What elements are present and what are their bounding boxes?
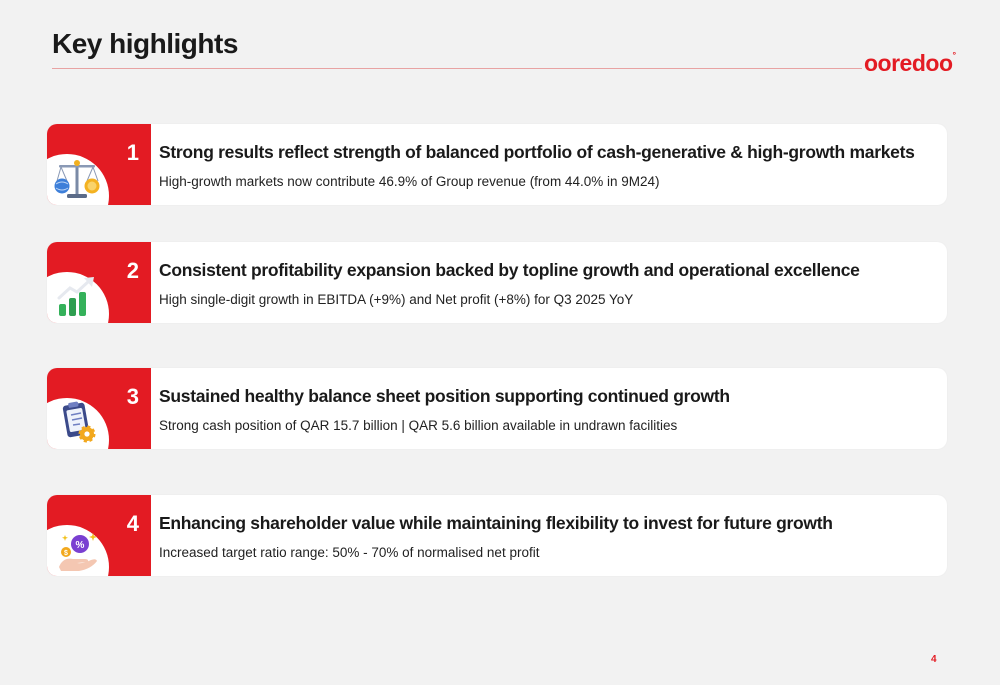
highlight-card-2: 2 Consistent profitability expansion bac…: [47, 242, 947, 323]
card-accent: % $ 4: [47, 495, 151, 576]
growth-chart-icon: [57, 277, 94, 316]
card-accent: 2: [47, 242, 151, 323]
card-number: 3: [126, 384, 139, 409]
card-heading: Sustained healthy balance sheet position…: [159, 386, 730, 406]
logo-wordmark: ooredoo: [864, 50, 953, 76]
card-number: 4: [126, 511, 139, 536]
card-accent: 3: [47, 368, 151, 449]
card-number: 1: [126, 140, 139, 165]
card-accent: 1: [47, 124, 151, 205]
highlight-card-3: 3 Sustained healthy balance sheet positi…: [47, 368, 947, 449]
card-text: High-growth markets now contribute 46.9%…: [159, 174, 660, 189]
page-number: 4: [931, 654, 937, 665]
clipboard-gear-icon: [62, 401, 96, 443]
card-heading: Enhancing shareholder value while mainta…: [159, 513, 833, 533]
highlight-card-4: % $ 4 Enhancing shareholder value while …: [47, 495, 947, 576]
title-divider: [52, 68, 862, 69]
svg-text:$: $: [64, 550, 68, 557]
card-text: Strong cash position of QAR 15.7 billion…: [159, 418, 678, 433]
page-title: Key highlights: [52, 28, 238, 59]
card-text: Increased target ratio range: 50% - 70% …: [159, 545, 540, 560]
card-number: 2: [126, 258, 139, 283]
ooredoo-logo: ooredoo°: [864, 50, 956, 77]
balance-scale-icon: [54, 160, 100, 198]
svg-text:%: %: [76, 540, 85, 551]
card-text: High single-digit growth in EBITDA (+9%)…: [159, 292, 634, 307]
logo-mark: °: [952, 50, 957, 61]
card-heading: Consistent profitability expansion backe…: [159, 260, 860, 280]
card-heading: Strong results reflect strength of balan…: [159, 142, 915, 162]
hand-coins-icon: % $: [59, 533, 97, 571]
highlight-card-1: 1 Strong results reflect strength of bal…: [47, 124, 947, 205]
